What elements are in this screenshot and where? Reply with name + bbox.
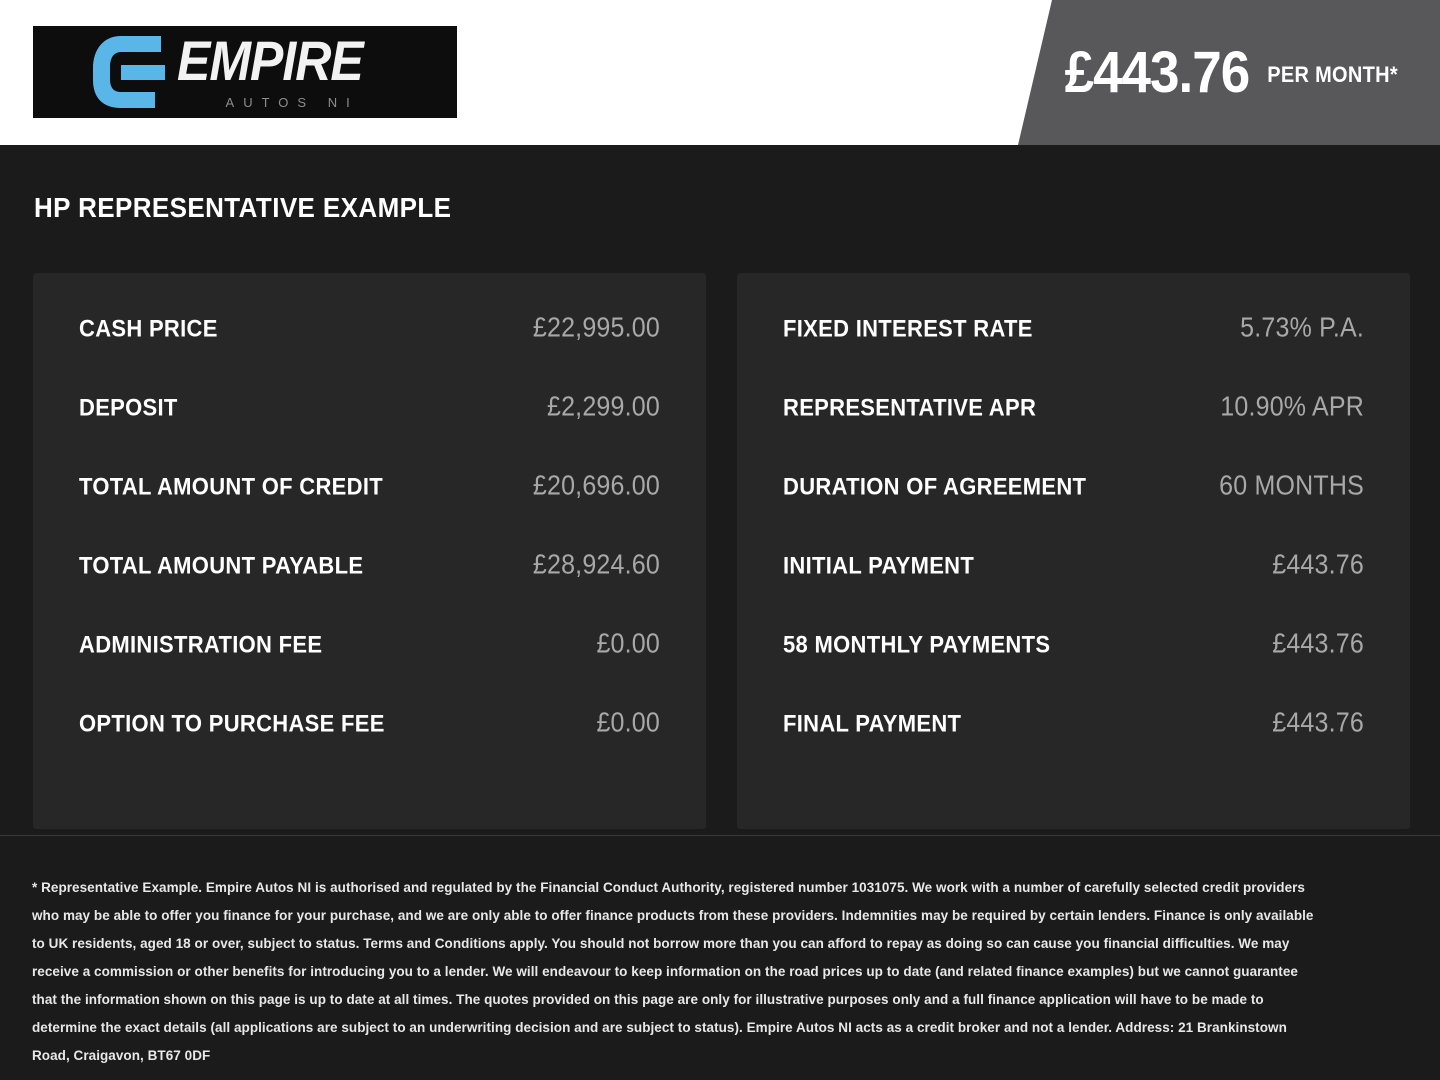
row-value: £443.76: [1272, 549, 1364, 580]
logo-brand-text: EMPIRE: [177, 29, 364, 93]
price-unit-label: PER MONTH*: [1267, 63, 1398, 88]
row-value: 5.73% P.A.: [1240, 312, 1364, 343]
price-amount: £443.76: [1064, 40, 1251, 105]
page-title: HP REPRESENTATIVE EXAMPLE: [34, 191, 452, 224]
table-row: FINAL PAYMENT £443.76: [783, 707, 1364, 789]
page-header: EMPIRE AUTOS NI £443.76 PER MONTH*: [0, 0, 1440, 145]
disclaimer-text: * Representative Example. Empire Autos N…: [32, 880, 1314, 1064]
row-label: CASH PRICE: [79, 314, 218, 342]
table-row: 58 MONTHLY PAYMENTS £443.76: [783, 628, 1364, 710]
row-value: 10.90% APR: [1220, 391, 1364, 422]
row-label: OPTION TO PURCHASE FEE: [79, 709, 385, 737]
row-label: 58 MONTHLY PAYMENTS: [783, 630, 1051, 658]
table-row: CASH PRICE £22,995.00: [79, 312, 660, 394]
logo-sub-text: AUTOS NI: [225, 95, 359, 110]
company-logo[interactable]: EMPIRE AUTOS NI: [33, 26, 457, 118]
row-value: £28,924.60: [532, 549, 660, 580]
empire-e-logo-icon: [91, 34, 183, 110]
monthly-price: £443.76 PER MONTH*: [1065, 0, 1398, 145]
row-value: £0.00: [596, 628, 660, 659]
row-value: £20,696.00: [532, 470, 660, 501]
footer: * Representative Example. Empire Autos N…: [0, 835, 1440, 1080]
row-value: £0.00: [596, 707, 660, 738]
row-label: INITIAL PAYMENT: [783, 551, 975, 579]
row-value: £443.76: [1272, 707, 1364, 738]
row-value: 60 MONTHS: [1219, 470, 1364, 501]
table-row: TOTAL AMOUNT OF CREDIT £20,696.00: [79, 470, 660, 552]
finance-panels: CASH PRICE £22,995.00 DEPOSIT £2,299.00 …: [33, 273, 1410, 829]
row-label: ADMINISTRATION FEE: [79, 630, 323, 658]
table-row: REPRESENTATIVE APR 10.90% APR: [783, 391, 1364, 473]
table-row: ADMINISTRATION FEE £0.00: [79, 628, 660, 710]
table-row: DURATION OF AGREEMENT 60 MONTHS: [783, 470, 1364, 552]
table-row: INITIAL PAYMENT £443.76: [783, 549, 1364, 631]
row-value: £443.76: [1272, 628, 1364, 659]
row-label: REPRESENTATIVE APR: [783, 393, 1037, 421]
row-label: FIXED INTEREST RATE: [783, 314, 1033, 342]
table-row: OPTION TO PURCHASE FEE £0.00: [79, 707, 660, 789]
row-label: TOTAL AMOUNT OF CREDIT: [79, 472, 383, 500]
row-label: TOTAL AMOUNT PAYABLE: [79, 551, 364, 579]
row-value: £22,995.00: [532, 312, 660, 343]
table-row: FIXED INTEREST RATE 5.73% P.A.: [783, 312, 1364, 394]
price-banner-shape: [1018, 0, 1440, 145]
table-row: DEPOSIT £2,299.00: [79, 391, 660, 473]
table-row: TOTAL AMOUNT PAYABLE £28,924.60: [79, 549, 660, 631]
logo-wordmark: EMPIRE AUTOS NI: [177, 29, 364, 110]
row-label: FINAL PAYMENT: [783, 709, 962, 737]
row-value: £2,299.00: [546, 391, 660, 422]
left-details-panel: CASH PRICE £22,995.00 DEPOSIT £2,299.00 …: [33, 273, 706, 829]
main-content: HP REPRESENTATIVE EXAMPLE CASH PRICE £22…: [0, 145, 1440, 835]
row-label: DURATION OF AGREEMENT: [783, 472, 1087, 500]
row-label: DEPOSIT: [79, 393, 178, 421]
right-details-panel: FIXED INTEREST RATE 5.73% P.A. REPRESENT…: [737, 273, 1410, 829]
